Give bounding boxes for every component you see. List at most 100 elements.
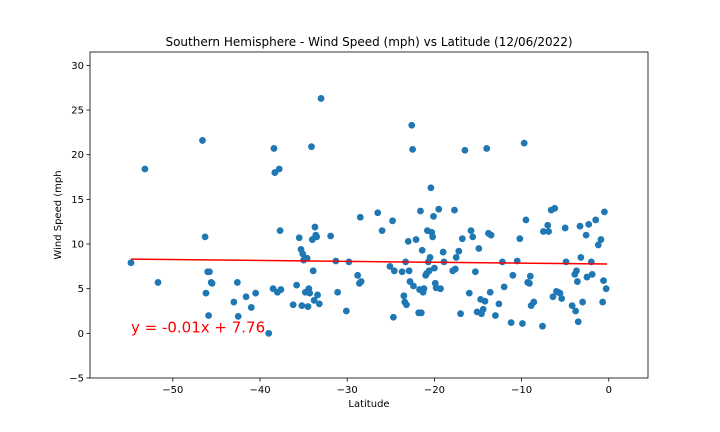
data-point bbox=[430, 212, 437, 220]
data-point bbox=[230, 298, 238, 306]
y-tick-label: −5 bbox=[69, 374, 84, 385]
data-point bbox=[208, 279, 216, 287]
data-point bbox=[293, 281, 301, 289]
data-point bbox=[461, 146, 469, 154]
data-point bbox=[469, 233, 477, 241]
data-point bbox=[583, 273, 591, 281]
data-point bbox=[544, 221, 552, 229]
data-point bbox=[356, 213, 364, 221]
data-point bbox=[386, 262, 394, 270]
data-point bbox=[202, 289, 210, 297]
data-point bbox=[317, 95, 325, 102]
x-axis: −50 −40 −30 −20 −10 0 bbox=[162, 378, 612, 396]
data-point bbox=[539, 228, 547, 235]
data-point bbox=[516, 235, 524, 243]
data-point bbox=[522, 216, 530, 224]
data-point bbox=[585, 220, 593, 228]
data-point bbox=[576, 222, 584, 230]
data-point bbox=[487, 231, 495, 239]
data-point bbox=[311, 223, 319, 231]
data-point bbox=[439, 248, 447, 256]
data-point bbox=[206, 268, 213, 276]
data-point bbox=[495, 300, 503, 308]
data-point bbox=[437, 285, 444, 293]
data-point bbox=[417, 309, 425, 317]
data-point bbox=[573, 278, 581, 285]
data-point bbox=[405, 267, 413, 275]
data-point bbox=[357, 278, 365, 285]
data-point bbox=[486, 288, 494, 296]
data-point bbox=[390, 313, 397, 321]
y-tick-label: 15 bbox=[71, 195, 84, 206]
regression-equation: y = -0.01x + 7.76 bbox=[131, 318, 265, 336]
data-point bbox=[390, 267, 398, 275]
data-point bbox=[492, 312, 499, 319]
data-point bbox=[306, 289, 314, 297]
data-point bbox=[252, 289, 260, 297]
data-point bbox=[308, 143, 315, 151]
data-point bbox=[420, 285, 428, 293]
data-point bbox=[400, 292, 408, 300]
regression-line bbox=[130, 258, 608, 265]
data-point bbox=[299, 250, 307, 258]
data-point bbox=[526, 272, 534, 280]
data-point bbox=[378, 227, 386, 235]
y-axis-label: Wind Speed (mph bbox=[53, 170, 64, 259]
x-tick-label: −20 bbox=[424, 385, 445, 396]
data-point bbox=[467, 227, 475, 235]
data-point bbox=[277, 286, 285, 293]
data-point bbox=[582, 231, 590, 239]
data-point bbox=[599, 298, 607, 306]
data-point bbox=[313, 233, 321, 241]
data-point bbox=[526, 279, 533, 287]
y-axis: −5 0 5 10 15 20 25 30 bbox=[69, 61, 90, 385]
data-point bbox=[342, 307, 350, 315]
data-point bbox=[410, 282, 417, 290]
y-tick-label: 30 bbox=[71, 61, 84, 72]
data-point bbox=[507, 319, 515, 327]
data-point bbox=[154, 279, 162, 286]
x-tick-label: 0 bbox=[606, 385, 612, 396]
data-point bbox=[295, 234, 303, 242]
data-point bbox=[561, 224, 569, 232]
data-point bbox=[398, 268, 406, 276]
data-point bbox=[327, 232, 335, 240]
data-point bbox=[429, 233, 437, 241]
points-layer bbox=[127, 95, 610, 337]
data-point bbox=[315, 300, 323, 308]
data-point bbox=[408, 121, 416, 129]
data-point bbox=[481, 297, 489, 305]
data-point bbox=[354, 271, 362, 279]
data-point bbox=[409, 145, 416, 153]
data-point bbox=[127, 259, 135, 267]
x-tick-label: −30 bbox=[337, 385, 358, 396]
data-point bbox=[519, 320, 526, 327]
data-point bbox=[573, 267, 580, 275]
data-point bbox=[233, 279, 241, 286]
data-point bbox=[602, 285, 610, 293]
data-point bbox=[483, 145, 491, 152]
data-point bbox=[577, 254, 585, 261]
y-tick-label: 10 bbox=[71, 240, 84, 251]
x-tick-label: −40 bbox=[249, 385, 270, 396]
data-point bbox=[455, 247, 463, 255]
x-tick-label: −10 bbox=[511, 385, 532, 396]
data-point bbox=[270, 145, 278, 152]
chart-title: Southern Hemisphere - Wind Speed (mph) v… bbox=[165, 35, 572, 49]
data-point bbox=[430, 264, 438, 272]
data-point bbox=[403, 301, 410, 309]
data-point bbox=[298, 302, 306, 310]
data-point bbox=[303, 254, 311, 262]
data-point bbox=[475, 245, 483, 252]
data-point bbox=[199, 137, 206, 144]
data-point bbox=[574, 318, 582, 326]
x-tick-label: −50 bbox=[162, 385, 183, 396]
data-point bbox=[412, 236, 420, 243]
data-point bbox=[499, 258, 506, 266]
data-point bbox=[600, 277, 607, 285]
y-tick-label: 25 bbox=[71, 106, 84, 117]
data-point bbox=[500, 283, 508, 291]
data-point bbox=[425, 267, 433, 275]
data-point bbox=[479, 305, 487, 313]
